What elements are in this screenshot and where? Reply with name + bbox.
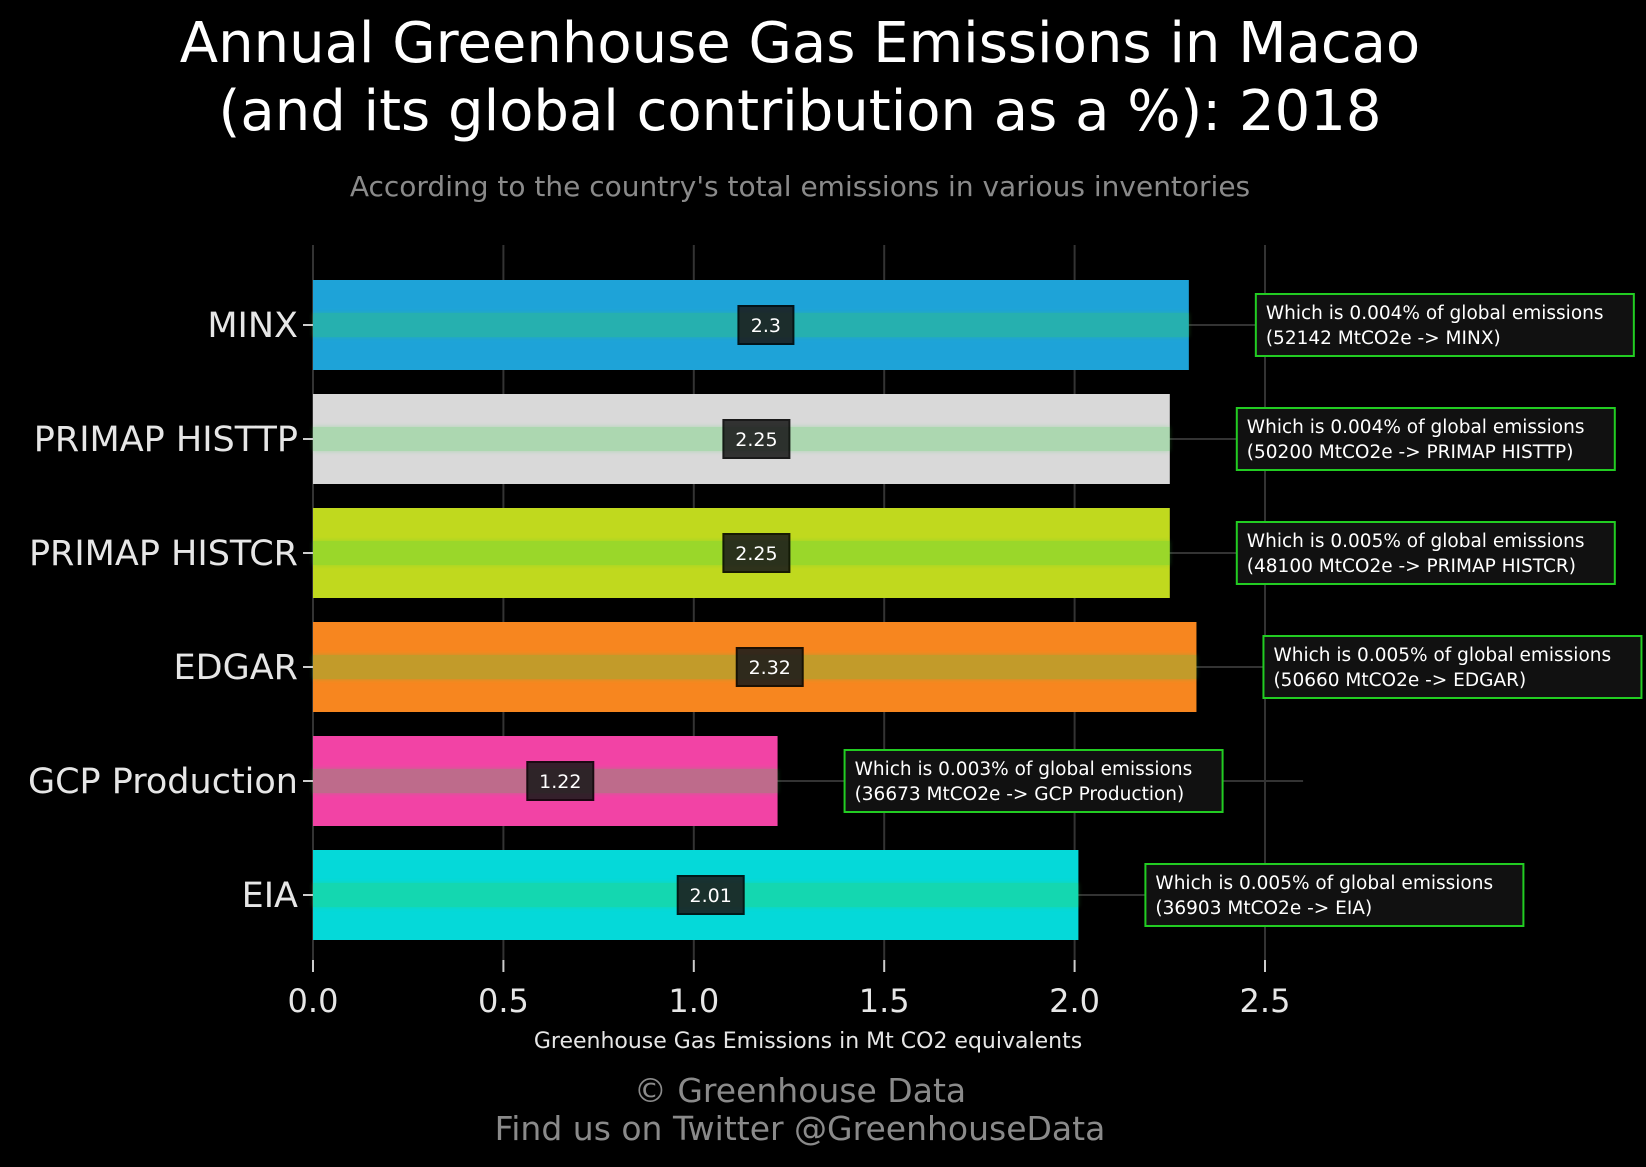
category-label: GCP Production [28, 762, 298, 802]
value-label-box [735, 647, 804, 687]
annotation-line1: Which is 0.005% of global emissions [1273, 645, 1611, 666]
annotation-line2: (36903 MtCO2e -> EIA) [1155, 898, 1372, 919]
value-label-box [737, 305, 795, 345]
axis-layer: 0.0 0.5 1.0 1.5 2.0 2.5 MINX PRIMAP HISTTP PRIMA… [28, 306, 1290, 1020]
annotation-line2: (50660 MtCO2e -> EDGAR) [1273, 670, 1526, 691]
chart-subtitle: According to the country's total emissio… [349, 170, 1251, 203]
value-label: 2.25 [735, 429, 777, 451]
x-axis-label: Greenhouse Gas Emissions in Mt CO2 equiv… [534, 1029, 1082, 1054]
chart-title: Annual Greenhouse Gas Emissions in Macao… [0, 10, 1600, 146]
annotation-box [1254, 293, 1635, 357]
value-label: 2.01 [690, 885, 732, 907]
value-label: 2.25 [735, 543, 777, 565]
value-label-box [722, 419, 791, 459]
bar-layer: 2.3 2.25 2.25 2.32 1.22 2.01 [313, 280, 1197, 940]
x-tick-label: 0.5 [478, 982, 529, 1020]
chart-title-line1: Annual Greenhouse Gas Emissions in Macao [179, 11, 1421, 76]
annotation-line2: (48100 MtCO2e -> PRIMAP HISTCR) [1247, 556, 1576, 577]
footer: © Greenhouse Data Find us on Twitter @Gr… [0, 1072, 1600, 1148]
x-tick-label: 2.0 [1049, 982, 1100, 1020]
annotation-line1: Which is 0.003% of global emissions [855, 759, 1193, 780]
value-label-box [526, 761, 595, 801]
value-label-box [722, 533, 791, 573]
annotation-layer: Which is 0.004% of global emissions (5214… [777, 293, 1643, 927]
annotation-box [1262, 635, 1643, 699]
value-label: 1.22 [539, 771, 581, 793]
x-tick-label: 2.5 [1240, 982, 1291, 1020]
category-label: MINX [207, 306, 298, 346]
value-label: 2.32 [749, 657, 791, 679]
chart-title-line2: (and its global contribution as a %): 20… [218, 79, 1382, 144]
category-label: EIA [242, 876, 298, 916]
footer-copyright: © Greenhouse Data [633, 1071, 967, 1110]
annotation-line1: Which is 0.004% of global emissions [1266, 303, 1604, 324]
annotation-box [843, 749, 1224, 813]
annotation-box [1144, 863, 1525, 927]
annotation-line1: Which is 0.005% of global emissions [1155, 873, 1493, 894]
category-label: PRIMAP HISTTP [34, 420, 298, 460]
category-label: PRIMAP HISTCR [29, 534, 298, 574]
x-tick-label: 1.5 [859, 982, 910, 1020]
x-tick-label: 1.0 [668, 982, 719, 1020]
annotation-line2: (52142 MtCO2e -> MINX) [1266, 328, 1501, 349]
annotation-line2: (50200 MtCO2e -> PRIMAP HISTTP) [1247, 442, 1574, 463]
x-tick-label: 0.0 [288, 982, 339, 1020]
annotation-line1: Which is 0.004% of global emissions [1247, 417, 1585, 438]
category-label: EDGAR [174, 648, 298, 688]
value-label: 2.3 [751, 315, 781, 337]
value-label-box [676, 875, 745, 915]
footer-twitter: Find us on Twitter @GreenhouseData [494, 1109, 1106, 1148]
annotation-box [1235, 407, 1616, 471]
annotation-box [1235, 521, 1616, 585]
annotation-line2: (36673 MtCO2e -> GCP Production) [855, 784, 1185, 805]
annotation-line1: Which is 0.005% of global emissions [1247, 531, 1585, 552]
